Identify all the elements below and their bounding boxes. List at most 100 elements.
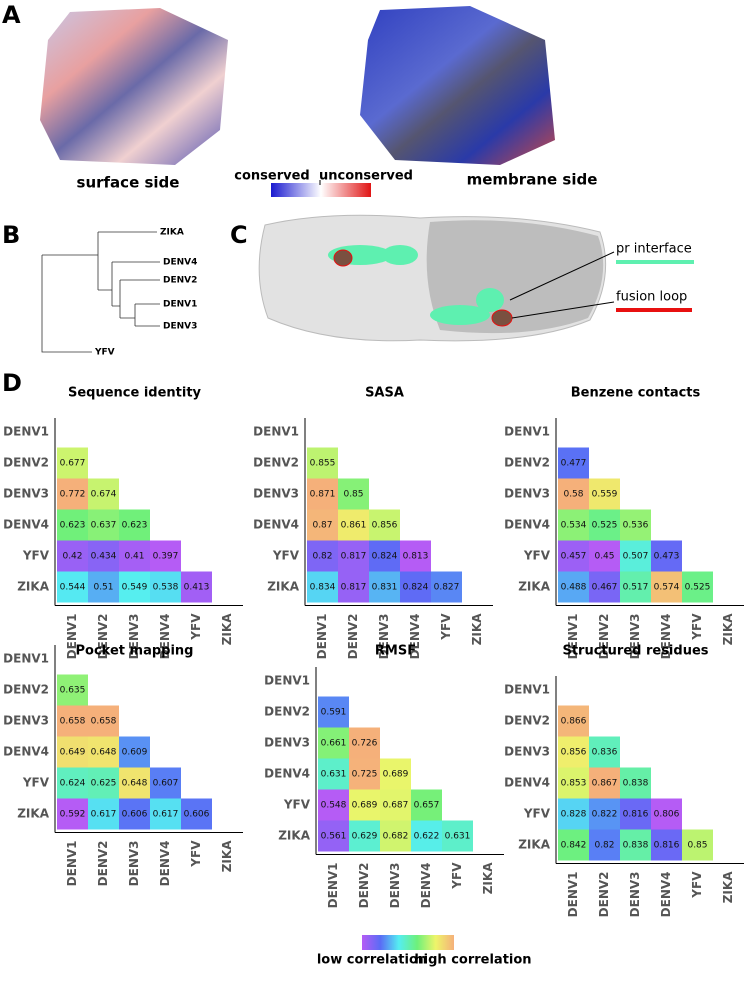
- heatmap-cell: [349, 789, 380, 821]
- y-tick-label: ZIKA: [17, 580, 49, 594]
- x-tick-label: YFV: [450, 862, 464, 890]
- heatmap-cell: [400, 571, 431, 603]
- cell-label: 0.674: [91, 490, 117, 500]
- cell-label: 0.682: [383, 832, 409, 842]
- cell-label: 0.623: [122, 521, 148, 531]
- cell-label: 0.606: [122, 810, 148, 820]
- heatmap-cell: [150, 571, 181, 603]
- x-tick-label: DENV3: [377, 614, 391, 660]
- heatmap-cell: [369, 571, 400, 603]
- panel-label: C: [230, 221, 248, 249]
- heatmap-cell: [88, 767, 119, 799]
- correlation-colorbar: [362, 935, 454, 950]
- y-tick-label: YFV: [523, 807, 551, 821]
- chart-title: RMSF: [375, 644, 416, 659]
- heatmap-cell: [318, 820, 349, 852]
- colorbar-label: unconserved: [319, 169, 413, 184]
- cell-label: 0.657: [414, 801, 440, 811]
- cell-label: 0.635: [60, 686, 86, 696]
- heatmap-cell: [620, 509, 651, 541]
- y-tick-label: DENV1: [504, 683, 550, 697]
- heatmap-cell: [651, 829, 682, 861]
- conservation-colorbar: [271, 183, 371, 197]
- heatmap-cell: [57, 674, 88, 706]
- heatmap-cell: [150, 798, 181, 830]
- legend-swatch: [616, 260, 694, 264]
- cell-label: 0.816: [623, 810, 649, 820]
- cell-label: 0.625: [91, 779, 117, 789]
- heatmap-cell: [88, 571, 119, 603]
- x-tick-label: DENV4: [158, 841, 172, 887]
- heatmap-cell: [307, 478, 338, 510]
- cell-label: 0.592: [60, 810, 86, 820]
- x-tick-label: ZIKA: [721, 871, 735, 903]
- y-tick-label: DENV4: [253, 518, 299, 532]
- heatmap-cell: [589, 767, 620, 799]
- y-tick-label: YFV: [272, 549, 300, 563]
- cell-label: 0.817: [341, 583, 367, 593]
- cell-label: 0.836: [592, 748, 618, 758]
- heatmap-cell: [589, 736, 620, 768]
- heatmap-cell: [620, 540, 651, 572]
- x-tick-label: YFV: [439, 613, 453, 641]
- cell-label: 0.488: [561, 583, 587, 593]
- heatmap-cell: [57, 540, 88, 572]
- x-tick-label: DENV4: [659, 872, 673, 918]
- cell-label: 0.413: [184, 583, 210, 593]
- cell-label: 0.828: [561, 810, 587, 820]
- y-tick-label: DENV2: [3, 683, 49, 697]
- cell-label: 0.525: [685, 583, 711, 593]
- cell-label: 0.822: [592, 810, 618, 820]
- colorbar-label: conserved: [234, 169, 309, 184]
- cell-label: 0.606: [184, 810, 210, 820]
- tree-leaf: DENV4: [163, 258, 197, 268]
- cell-label: 0.648: [91, 748, 117, 758]
- y-tick-label: DENV4: [3, 745, 49, 759]
- heatmap-cell: [57, 447, 88, 479]
- heatmap-cell: [651, 798, 682, 830]
- y-tick-label: DENV4: [504, 776, 550, 790]
- heatmap-cell: [150, 540, 181, 572]
- cell-label: 0.85: [687, 841, 707, 851]
- panel-label: B: [2, 221, 20, 249]
- x-tick-label: YFV: [189, 840, 203, 868]
- heatmap-cell: [380, 758, 411, 790]
- cell-label: 0.397: [153, 552, 179, 562]
- cell-label: 0.842: [561, 841, 587, 851]
- heatmap-cell: [589, 540, 620, 572]
- cell-label: 0.831: [372, 583, 398, 593]
- cell-label: 0.51: [93, 583, 113, 593]
- heatmap-cell: [651, 540, 682, 572]
- heatmap-cell: [620, 571, 651, 603]
- cell-label: 0.834: [310, 583, 336, 593]
- heatmap-cell: [349, 820, 380, 852]
- heatmap-cell: [369, 540, 400, 572]
- x-tick-label: DENV2: [346, 614, 360, 660]
- x-tick-label: ZIKA: [481, 862, 495, 894]
- cell-label: 0.41: [124, 552, 144, 562]
- cell-label: 0.536: [623, 521, 649, 531]
- cell-label: 0.649: [60, 748, 86, 758]
- heatmap-cell: [369, 509, 400, 541]
- heatmap-cell: [307, 509, 338, 541]
- heatmap-cell: [88, 540, 119, 572]
- x-tick-label: DENV3: [628, 614, 642, 660]
- x-tick-label: DENV2: [597, 614, 611, 660]
- heatmap-cell: [338, 478, 369, 510]
- heatmap-cell: [589, 478, 620, 510]
- x-tick-label: ZIKA: [220, 613, 234, 645]
- cell-label: 0.827: [434, 583, 460, 593]
- y-tick-label: DENV1: [264, 674, 310, 688]
- y-tick-label: DENV3: [504, 487, 550, 501]
- heatmap-cell: [119, 540, 150, 572]
- x-tick-label: YFV: [690, 613, 704, 641]
- colorbar-label: low correlation: [317, 953, 427, 968]
- callout-line: [511, 301, 615, 319]
- heatmap-cell: [558, 767, 589, 799]
- y-tick-label: YFV: [22, 549, 50, 563]
- cell-label: 0.689: [352, 801, 378, 811]
- heatmap-cell: [88, 509, 119, 541]
- heatmap-cell: [57, 571, 88, 603]
- legend-swatch: [616, 308, 692, 312]
- cell-label: 0.661: [321, 739, 347, 749]
